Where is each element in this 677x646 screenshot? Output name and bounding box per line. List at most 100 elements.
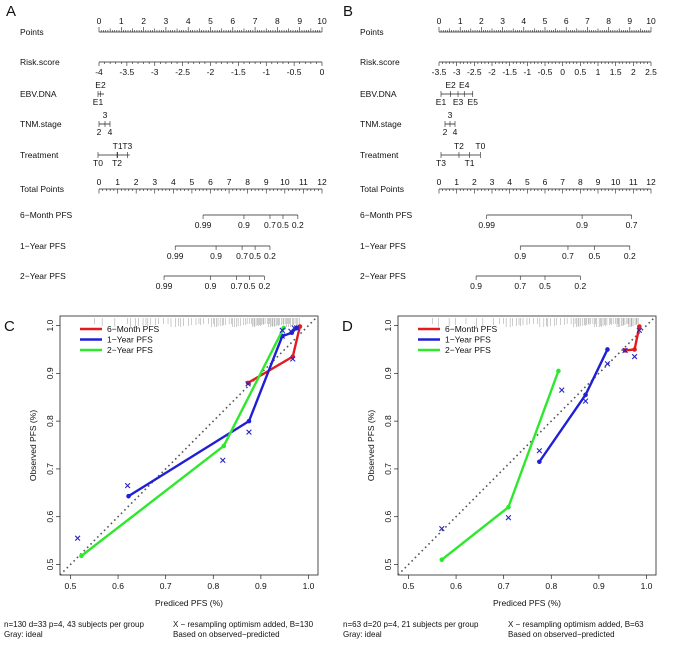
- series-2: [124, 325, 299, 499]
- row-label: TNM.stage: [20, 119, 62, 129]
- row-label: EBV.DNA: [20, 89, 57, 99]
- surv-tick-label: 0.7: [231, 281, 243, 291]
- series-point: [245, 380, 251, 386]
- row-label: TNM.stage: [360, 119, 402, 129]
- total-points-tick-label: 7: [560, 177, 565, 187]
- ebv_dna-top-label: E2: [445, 80, 456, 90]
- y-tick-label: 0.7: [383, 463, 393, 475]
- plot-frame: [397, 315, 657, 576]
- y-tick-label: 1.0: [383, 319, 393, 331]
- points-tick-label: 6: [564, 16, 569, 26]
- footer-ideal: Gray: ideal: [4, 630, 43, 639]
- total-points-tick-label: 5: [525, 177, 530, 187]
- surv-tick-label: 0.5: [539, 281, 551, 291]
- surv-tick-label: 0.2: [292, 220, 304, 230]
- risk-score-tick-label: -3: [151, 67, 159, 77]
- corrected-x-marker: [246, 429, 252, 435]
- treatment-bottom-label: T0: [93, 158, 103, 168]
- ideal-line: [397, 315, 657, 576]
- footer-resampling: X − resampling optimism added, B=130: [173, 620, 314, 629]
- points-tick-label: 2: [141, 16, 146, 26]
- risk-score-tick-label: -2: [488, 67, 496, 77]
- row-label: Treatment: [20, 150, 59, 160]
- points-tick-label: 8: [275, 16, 280, 26]
- corrected-x-stroke: [631, 353, 638, 360]
- y-tick-label: 0.6: [45, 511, 55, 523]
- corrected-x-marker: [74, 535, 81, 541]
- treatment-top-label: T1: [113, 141, 123, 151]
- x-tick-label: 0.6: [112, 581, 124, 591]
- surv-tick-label: 0.9: [205, 281, 217, 291]
- row-label: Risk.score: [20, 57, 60, 67]
- series-point: [246, 418, 252, 424]
- y-axis-label: Observed PFS (%): [28, 410, 38, 481]
- corrected-x-marker: [245, 381, 251, 387]
- points-tick-label: 0: [437, 16, 442, 26]
- series-point: [221, 443, 227, 449]
- total-points-tick-label: 12: [646, 177, 656, 187]
- corrected-x-stroke: [636, 327, 643, 334]
- corrected-x-stroke: [246, 429, 252, 435]
- corrected-x-marker: [604, 360, 611, 367]
- points-tick-label: 5: [543, 16, 548, 26]
- points-tick-label: 8: [606, 16, 611, 26]
- points-tick-label: 1: [119, 16, 124, 26]
- series-point: [556, 368, 561, 374]
- ebv_dna-top-label: E2: [95, 80, 106, 90]
- corrected-x-stroke: [74, 535, 81, 541]
- corrected-x-marker: [636, 327, 643, 334]
- series-point: [126, 493, 131, 499]
- legend-label: 6−Month PFS: [445, 324, 498, 334]
- series-3: [74, 325, 287, 559]
- risk-score-tick-label: 0.5: [574, 67, 586, 77]
- series-point: [79, 553, 84, 559]
- legend-label: 6−Month PFS: [107, 324, 160, 334]
- y-tick-label: 0.6: [383, 511, 393, 523]
- surv-tick-label: 0.99: [167, 251, 184, 261]
- footer-ideal: Gray: ideal: [343, 630, 382, 639]
- points-tick-label: 3: [500, 16, 505, 26]
- corrected-x-marker: [558, 387, 565, 393]
- treatment-bottom-label: T2: [112, 158, 122, 168]
- total-points-tick-label: 4: [507, 177, 512, 187]
- corrected-x-stroke: [505, 514, 512, 521]
- tnm_stage-bottom-label: 2: [97, 127, 102, 137]
- series-2: [536, 347, 611, 465]
- risk-score-tick-label: 0: [320, 67, 325, 77]
- risk-score-tick-label: -2.5: [467, 67, 482, 77]
- y-tick-label: 0.7: [45, 463, 55, 475]
- surv-tick-label: 0.5: [277, 220, 289, 230]
- corrected-x-marker: [631, 353, 638, 360]
- x-tick-label: 0.8: [207, 581, 219, 591]
- panel-letter: D: [342, 318, 353, 335]
- series-point: [290, 354, 296, 359]
- row-label: 2−Year PFS: [20, 271, 66, 281]
- prediction-rug: [94, 318, 300, 327]
- prediction-rug: [432, 318, 639, 327]
- risk-score-tick-label: 2: [631, 67, 636, 77]
- risk-score-tick-label: 0: [560, 67, 565, 77]
- y-tick-label: 0.8: [383, 415, 393, 427]
- series-line: [80, 327, 285, 557]
- surv-tick-label: 0.2: [574, 281, 586, 291]
- series-point: [506, 504, 511, 510]
- total-points-tick-label: 3: [152, 177, 157, 187]
- total-points-tick-label: 10: [611, 177, 621, 187]
- treatment-top-label: T0: [475, 141, 485, 151]
- treatment-top-label: T2: [454, 141, 464, 151]
- x-tick-label: 1.0: [641, 581, 653, 591]
- risk-score-tick-label: -1.5: [502, 67, 517, 77]
- row-label: Points: [360, 27, 384, 37]
- y-tick-label: 0.9: [45, 367, 55, 379]
- risk-score-tick-label: -2: [207, 67, 215, 77]
- footer-notes: n=130 d=33 p=4, 43 subjects per group X −…: [4, 620, 314, 639]
- row-label: 1−Year PFS: [360, 241, 406, 251]
- surv-tick-label: 0.9: [210, 251, 222, 261]
- corrected-x-stroke: [622, 347, 628, 354]
- corrected-x-stroke: [279, 333, 286, 339]
- corrected-x-stroke: [536, 447, 543, 454]
- risk-score-tick-label: -3.5: [120, 67, 135, 77]
- corrected-x-marker: [582, 398, 589, 404]
- points-tick-label: 3: [164, 16, 169, 26]
